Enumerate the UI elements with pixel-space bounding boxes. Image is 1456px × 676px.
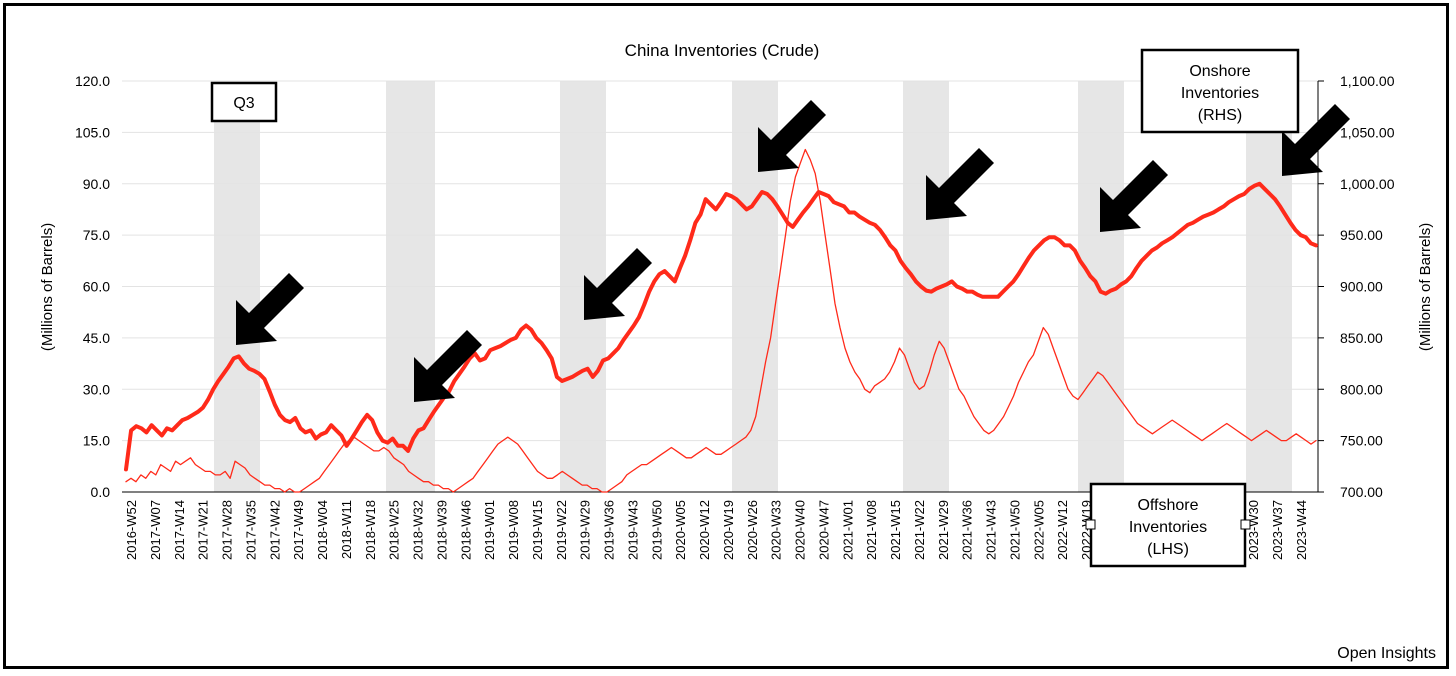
y-right-tick-label: 1,100.00 xyxy=(1340,73,1395,89)
x-tick-label: 2020-W12 xyxy=(697,500,712,560)
offshore-label-line: (LHS) xyxy=(1147,541,1189,558)
x-tick-label: 2020-W33 xyxy=(769,500,784,560)
series-line-onshore xyxy=(124,181,1318,472)
y-left-tick-label: 0.0 xyxy=(91,484,111,500)
x-tick-label: 2017-W28 xyxy=(220,500,235,560)
y-right-tick-label: 850.00 xyxy=(1340,330,1383,346)
q3-label: Q3 xyxy=(233,95,254,112)
y-left-tick-label: 45.0 xyxy=(83,330,110,346)
x-tick-label: 2017-W14 xyxy=(172,500,187,560)
x-tick-label: 2019-W01 xyxy=(482,500,497,560)
x-tick-label: 2018-W11 xyxy=(339,500,354,559)
x-tick-label: 2021-W29 xyxy=(936,500,951,560)
x-tick-label: 2021-W43 xyxy=(984,500,999,560)
x-tick-label: 2021-W15 xyxy=(888,500,903,560)
x-tick-label: 2018-W32 xyxy=(411,500,426,560)
x-tick-label: 2021-W36 xyxy=(960,500,975,560)
y-right-tick-label: 900.00 xyxy=(1340,279,1383,295)
y-left-tick-label: 30.0 xyxy=(83,381,110,397)
x-tick-label: 2019-W43 xyxy=(625,500,640,560)
box-handle xyxy=(1240,519,1251,530)
x-tick-label: 2021-W08 xyxy=(864,500,879,560)
x-tick-label: 2019-W15 xyxy=(530,500,545,560)
x-tick-label: 2018-W25 xyxy=(387,500,402,560)
arrow-icon xyxy=(1282,104,1350,176)
y-left-tick-label: 15.0 xyxy=(83,433,110,449)
arrow-icon xyxy=(1100,160,1168,232)
offshore-label-box xyxy=(1089,482,1247,568)
y-left-tick-label: 60.0 xyxy=(83,279,110,295)
x-tick-label: 2019-W29 xyxy=(578,500,593,560)
y-left-tick-label: 105.0 xyxy=(75,124,110,140)
x-tick-label: 2017-W49 xyxy=(291,500,306,560)
y-left-tick-label: 75.0 xyxy=(83,227,110,243)
x-tick-label: 2019-W50 xyxy=(649,500,664,560)
x-tick-label: 2018-W46 xyxy=(458,500,473,560)
offshore-label-line: Offshore xyxy=(1137,497,1198,514)
x-tick-label: 2022-W05 xyxy=(1031,500,1046,560)
onshore-label-line: Inventories xyxy=(1181,85,1259,102)
x-tick-label: 2017-W42 xyxy=(267,500,282,560)
onshore-label-line: (RHS) xyxy=(1198,107,1242,124)
arrow-icon xyxy=(236,273,304,345)
arrow-icon xyxy=(584,248,652,320)
chart-title: China Inventories (Crude) xyxy=(625,41,820,60)
x-tick-label: 2021-W50 xyxy=(1007,500,1022,560)
x-tick-label: 2021-W22 xyxy=(912,500,927,560)
labels: China Inventories (Crude) (Millions of Ba… xyxy=(39,41,1436,662)
box-handle xyxy=(1085,519,1096,530)
x-tick-label: 2019-W08 xyxy=(506,500,521,560)
x-tick-label: 2023-W37 xyxy=(1270,500,1285,560)
x-tick-label: 2016-W52 xyxy=(124,500,139,560)
arrow-icon xyxy=(758,100,826,172)
x-tick-label: 2019-W22 xyxy=(554,500,569,560)
y-left-tick-label: 120.0 xyxy=(75,73,110,89)
y-right-tick-label: 800.00 xyxy=(1340,381,1383,397)
y-right-axis-label: (Millions of Barrels) xyxy=(1417,223,1434,351)
annotation-arrows xyxy=(236,100,1350,402)
x-tick-label: 2020-W19 xyxy=(721,500,736,560)
q3-label-box xyxy=(210,81,278,123)
x-tick-label: 2017-W21 xyxy=(196,500,211,560)
onshore-label-box xyxy=(1140,48,1300,134)
x-tick-label: 2020-W47 xyxy=(816,500,831,560)
x-tick-label: 2023-W30 xyxy=(1246,500,1261,560)
x-tick-label: 2018-W39 xyxy=(434,500,449,560)
arrow-icon xyxy=(414,330,482,402)
arrow-icon xyxy=(926,148,994,220)
x-tick-label: 2023-W44 xyxy=(1294,500,1309,560)
y-right-tick-label: 950.00 xyxy=(1340,227,1383,243)
y-right-tick-label: 1,000.00 xyxy=(1340,176,1395,192)
y-left-axis-label: (Millions of Barrels) xyxy=(39,223,56,351)
source-label: Open Insights xyxy=(1337,645,1436,662)
x-tick-label: 2021-W01 xyxy=(840,500,855,560)
offshore-label-line: Inventories xyxy=(1129,519,1207,536)
onshore-series xyxy=(124,181,1318,472)
x-tick-label: 2019-W36 xyxy=(602,500,617,560)
x-tick-label: 2022-W12 xyxy=(1055,500,1070,560)
x-tick-label: 2018-W18 xyxy=(363,500,378,560)
offshore-series xyxy=(125,148,1317,493)
x-tick-label: 2020-W05 xyxy=(673,500,688,560)
y-right-tick-label: 1,050.00 xyxy=(1340,124,1395,140)
x-tick-label: 2018-W04 xyxy=(315,500,330,560)
y-right-tick-label: 750.00 xyxy=(1340,433,1383,449)
x-tick-label: 2020-W26 xyxy=(745,500,760,560)
series-line-offshore xyxy=(125,148,1317,493)
y-left-tick-label: 90.0 xyxy=(83,176,110,192)
x-tick-label: 2020-W40 xyxy=(793,500,808,560)
onshore-label-line: Onshore xyxy=(1189,63,1250,80)
x-tick-label: 2017-W35 xyxy=(243,500,258,560)
y-right-tick-label: 700.00 xyxy=(1340,484,1383,500)
x-tick-label: 2017-W07 xyxy=(148,500,163,560)
